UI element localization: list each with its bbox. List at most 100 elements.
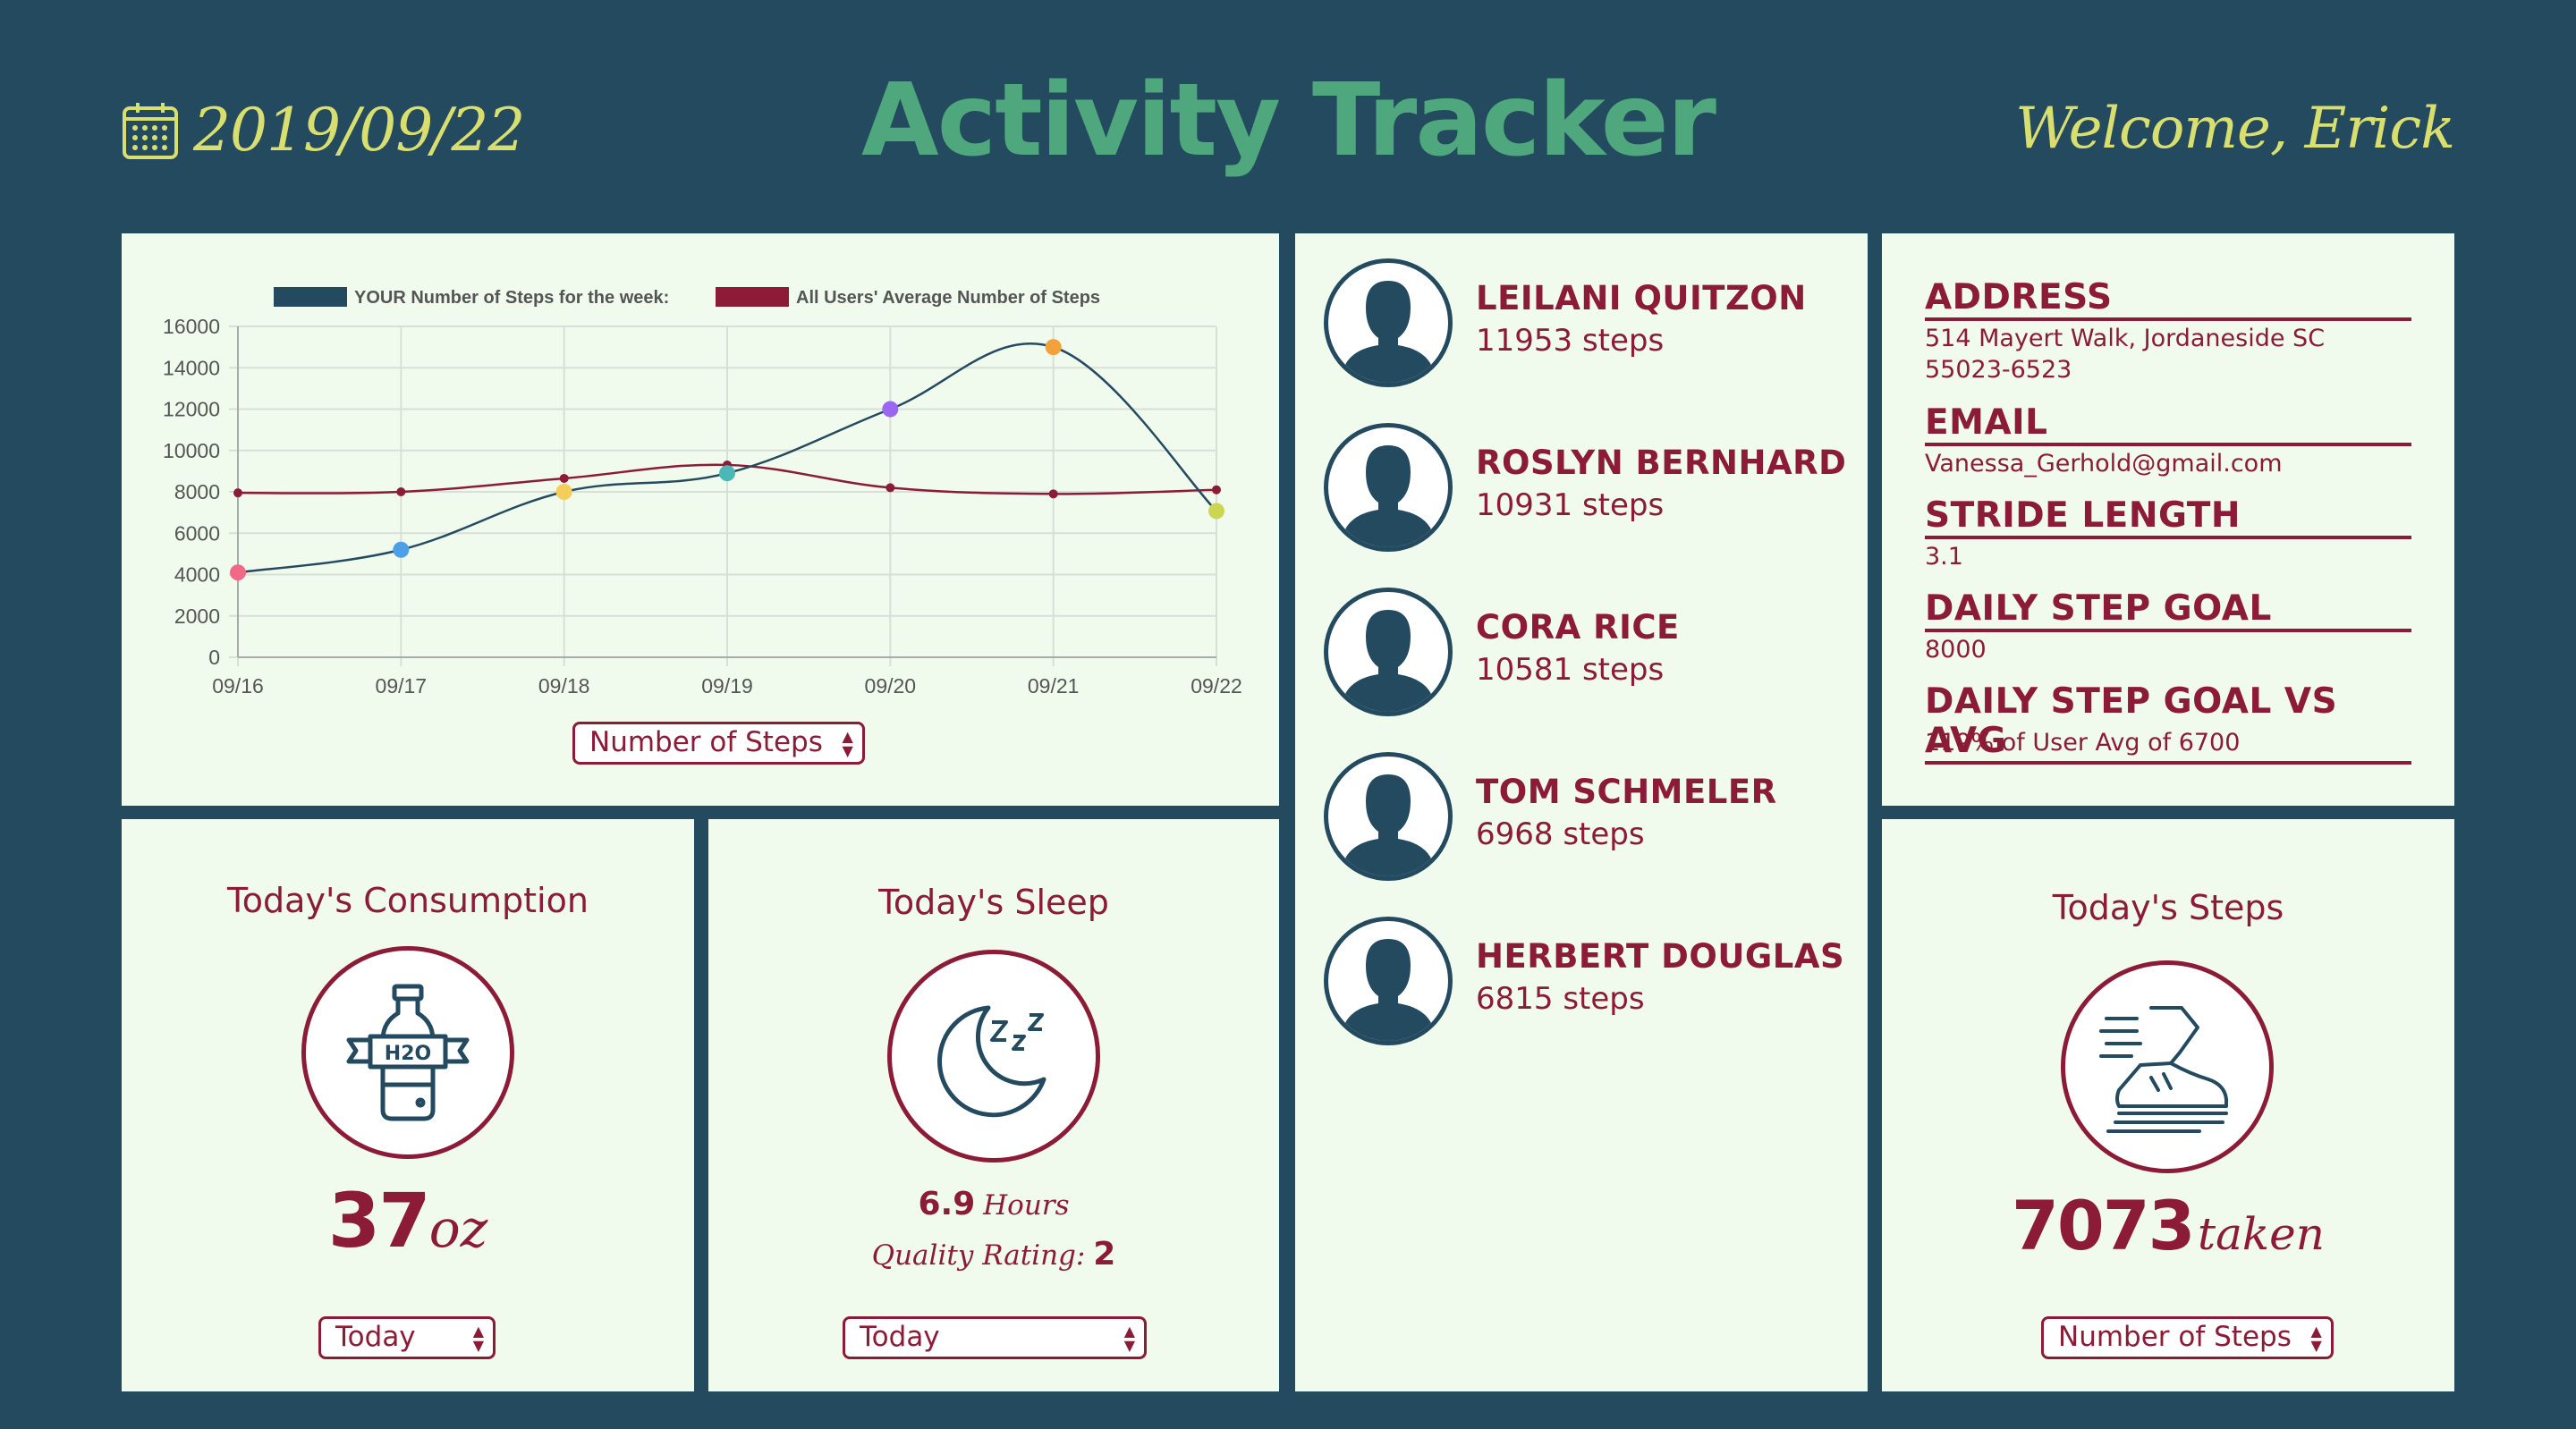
data-point-average (1212, 485, 1221, 495)
legend-label-average: All Users' Average Number of Steps (796, 288, 1100, 308)
y-tick-label: 12000 (163, 398, 220, 421)
sleep-quality: Quality Rating: 2 (708, 1232, 1279, 1278)
x-tick-label: 09/22 (1191, 674, 1242, 698)
stride-length-label: STRIDE LENGTH (1925, 496, 2411, 539)
weekly-steps-chart: YOUR Number of Steps for the week: All U… (163, 287, 1242, 698)
sleep-quality-value: 2 (1093, 1236, 1116, 1273)
user-silhouette-icon (1342, 610, 1435, 712)
consumption-panel: Today's Consumption H2O 37oz Today ▲ ▼ (122, 819, 694, 1391)
sleep-hours-unit: Hours (983, 1189, 1070, 1222)
user-steps: 6968 steps (1476, 816, 1645, 852)
chart-y-ticks: 0 2000 4000 6000 8000 10000 12000 14000 16000 (163, 315, 220, 669)
list-item: LEILANI QUITZON 11953 steps (1324, 258, 1860, 393)
select-arrows-icon: ▲ ▼ (472, 1323, 484, 1354)
running-shoe-icon (2099, 1006, 2228, 1133)
list-item: CORA RICE 10581 steps (1324, 588, 1860, 722)
list-item: ROSLYN BERNHARD 10931 steps (1324, 423, 1860, 557)
data-point-user (719, 465, 735, 482)
steps-value: 7073 (2012, 1186, 2196, 1265)
consumption-unit: oz (428, 1198, 488, 1259)
data-point-average (233, 488, 242, 498)
chart-metric-select[interactable]: Number of Steps ▲ ▼ (572, 722, 865, 765)
data-point-user (555, 484, 572, 500)
avatar (1324, 752, 1453, 881)
x-tick-label: 09/18 (538, 674, 590, 698)
sleep-period-select[interactable]: Today ▲ ▼ (843, 1316, 1147, 1359)
sleep-period-value: Today (860, 1321, 940, 1353)
data-point-user (882, 401, 899, 418)
sleep-quality-label: Quality Rating: (871, 1239, 1086, 1272)
steps-title: Today's Steps (2052, 888, 2284, 927)
data-point-average (1048, 489, 1058, 499)
legend-swatch-average (716, 287, 789, 307)
address-line-2: 55023-6523 (1925, 356, 2072, 384)
daily-step-goal-label: DAILY STEP GOAL (1925, 589, 2411, 632)
data-point-average (396, 487, 406, 496)
steps-icon-ring (2061, 960, 2274, 1173)
select-arrows-icon: ▲ ▼ (1123, 1323, 1135, 1354)
data-point-user (230, 564, 246, 581)
sleep-title: Today's Sleep (878, 883, 1109, 922)
weekly-steps-chart-panel: YOUR Number of Steps for the week: All U… (122, 233, 1279, 806)
data-point-user (393, 541, 410, 558)
user-steps: 10931 steps (1476, 487, 1665, 523)
user-steps: 6815 steps (1476, 981, 1645, 1017)
goal-vs-avg-label: DAILY STEP GOAL VS AVG (1925, 682, 2411, 765)
user-silhouette-icon (1342, 939, 1435, 1041)
steps-metric-value: Number of Steps (2058, 1321, 2292, 1353)
y-tick-label: 0 (208, 646, 220, 669)
data-point-average (559, 473, 569, 483)
email-label: EMAIL (1925, 403, 2411, 446)
moon-icon (937, 1005, 1046, 1118)
user-steps: 11953 steps (1476, 323, 1665, 359)
sleep-icon-ring (887, 950, 1100, 1163)
chart-grid (229, 326, 1217, 666)
email-value: Vanessa_Gerhold@gmail.com (1925, 450, 2283, 478)
address-line-1: 514 Mayert Walk, Jordaneside SC (1925, 325, 2326, 352)
data-point-average (886, 483, 895, 493)
header: 2019/09/22 Activity Tracker Welcome, Eri… (0, 0, 2576, 233)
consumption-period-select[interactable]: Today ▲ ▼ (318, 1316, 496, 1359)
sleep-hours-value: 6.9 (918, 1186, 976, 1222)
chart-metric-select-value: Number of Steps (589, 726, 823, 758)
page-title: Activity Tracker (861, 63, 1716, 179)
select-arrows-icon: ▲ ▼ (2310, 1323, 2322, 1354)
y-tick-label: 8000 (174, 480, 220, 503)
x-tick-label: 09/21 (1028, 674, 1080, 698)
steps-metric-select[interactable]: Number of Steps ▲ ▼ (2041, 1316, 2334, 1359)
consumption-period-value: Today (335, 1321, 416, 1353)
avatar (1324, 588, 1453, 716)
user-name: LEILANI QUITZON (1476, 279, 1807, 317)
select-arrows-icon: ▲ ▼ (842, 728, 853, 759)
consumption-title: Today's Consumption (227, 881, 589, 920)
steps-panel: Today's Steps 7073 taken Number of Steps… (1882, 819, 2454, 1391)
daily-step-goal-value: 8000 (1925, 636, 1987, 664)
date-display: 2019/09/22 (122, 95, 525, 166)
bottle-label: H2O (385, 1043, 431, 1065)
goal-vs-avg-value: 119% of User Avg of 6700 (1925, 729, 2241, 757)
current-date: 2019/09/22 (193, 96, 525, 165)
data-point-user (1045, 339, 1062, 356)
y-tick-label: 16000 (163, 315, 220, 338)
user-name: CORA RICE (1476, 608, 1680, 647)
top-users-panel: LEILANI QUITZON 11953 steps ROSLYN BERNH… (1295, 233, 1868, 1391)
y-tick-label: 10000 (163, 439, 220, 462)
address-label: ADDRESS (1925, 278, 2411, 321)
avatar (1324, 423, 1453, 552)
avatar (1324, 917, 1453, 1045)
user-name: HERBERT DOUGLAS (1476, 937, 1845, 976)
x-tick-label: 09/16 (212, 674, 264, 698)
consumption-amount: 37oz (122, 1177, 694, 1264)
stride-length-value: 3.1 (1925, 543, 1963, 571)
chart-points (230, 339, 1224, 581)
user-name: TOM SCHMELER (1476, 773, 1777, 811)
avatar (1324, 258, 1453, 387)
consumption-value: 37 (327, 1177, 431, 1264)
sleep-hours: 6.9 Hours (708, 1182, 1279, 1228)
list-item: TOM SCHMELER 6968 steps (1324, 752, 1860, 886)
y-tick-label: 14000 (163, 356, 220, 379)
list-item: HERBERT DOUGLAS 6815 steps (1324, 917, 1860, 1051)
y-tick-label: 2000 (174, 605, 220, 628)
user-silhouette-icon (1342, 445, 1435, 547)
x-tick-label: 09/20 (865, 674, 917, 698)
